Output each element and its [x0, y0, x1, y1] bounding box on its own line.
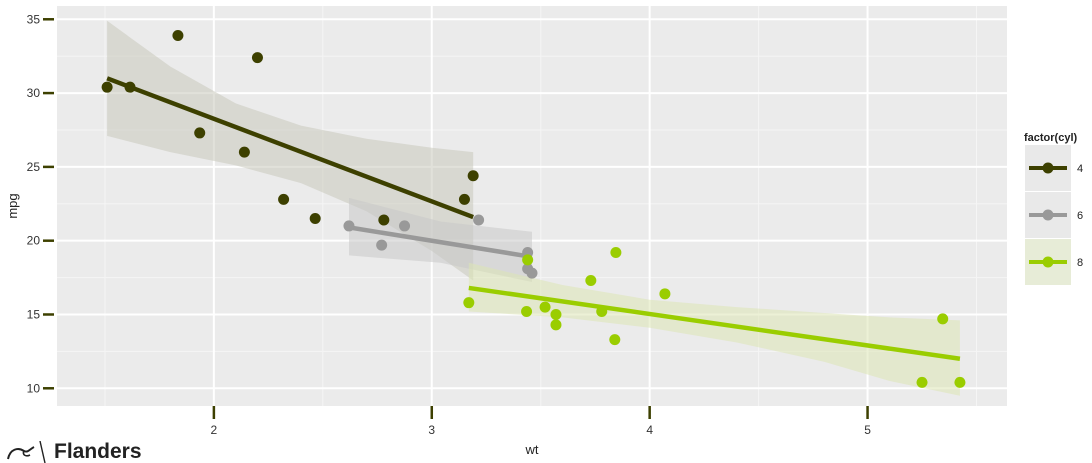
data-point-cyl-8 — [585, 275, 597, 287]
legend-key-point-6 — [1042, 209, 1054, 221]
x-tick-label: 4 — [646, 423, 653, 437]
y-tick-label: 10 — [27, 381, 41, 395]
data-point-cyl-8 — [596, 306, 608, 318]
fit-line-cyl-6 — [348, 225, 533, 260]
legend-label-8: 8 — [1077, 257, 1083, 269]
data-point-cyl-4 — [238, 146, 250, 158]
data-point-cyl-4 — [278, 193, 290, 205]
data-point-cyl-4 — [124, 81, 136, 93]
legend-key-point-4 — [1042, 162, 1054, 174]
data-point-cyl-8 — [539, 301, 551, 313]
data-point-cyl-8 — [550, 308, 562, 320]
data-point-cyl-4 — [172, 30, 184, 42]
data-point-cyl-8 — [463, 297, 475, 309]
x-tick-label: 2 — [211, 423, 218, 437]
data-point-cyl-8 — [659, 288, 671, 300]
data-point-cyl-8 — [937, 313, 949, 325]
y-tick-label: 15 — [27, 307, 41, 321]
data-point-cyl-6 — [343, 220, 355, 232]
data-point-cyl-4 — [309, 213, 321, 225]
confidence-band-cyl-8 — [468, 262, 960, 396]
data-point-cyl-4 — [378, 214, 390, 226]
data-point-cyl-4 — [194, 127, 206, 139]
fit-line-cyl-4 — [106, 76, 474, 220]
y-axis-title: mpg — [5, 193, 20, 218]
x-axis-title: wt — [525, 442, 539, 457]
legend-label-4: 4 — [1077, 163, 1083, 175]
data-point-cyl-6 — [376, 239, 388, 251]
legend-keys: 4 6 8 — [1025, 145, 1083, 285]
data-points — [101, 30, 966, 388]
flanders-lion-icon — [7, 441, 46, 463]
x-tick-label: 3 — [428, 423, 435, 437]
data-point-cyl-6 — [399, 220, 411, 232]
y-tick-label: 20 — [27, 234, 41, 248]
data-point-cyl-4 — [101, 81, 113, 93]
data-point-cyl-8 — [609, 334, 621, 346]
data-point-cyl-4 — [458, 193, 470, 205]
data-point-cyl-4 — [467, 170, 479, 182]
fit-lines — [106, 76, 961, 361]
data-point-cyl-6 — [526, 267, 538, 279]
legend-key-point-8 — [1042, 256, 1054, 268]
data-point-cyl-8 — [916, 376, 928, 388]
brand-text: Flanders — [54, 440, 142, 463]
fit-line-cyl-8 — [468, 285, 961, 361]
data-point-cyl-8 — [521, 306, 533, 318]
data-point-cyl-8 — [610, 246, 622, 258]
data-point-cyl-6 — [473, 214, 485, 226]
legend-title: factor(cyl) — [1024, 132, 1078, 144]
data-point-cyl-8 — [954, 376, 966, 388]
data-point-cyl-8 — [522, 254, 534, 266]
legend: factor(cyl) 4 6 8 — [1024, 132, 1083, 285]
y-tick-label: 25 — [27, 160, 41, 174]
legend-label-6: 6 — [1077, 210, 1083, 222]
y-tick-label: 30 — [27, 86, 41, 100]
x-tick-label: 5 — [864, 423, 871, 437]
brand-logo: Flanders — [4, 441, 142, 463]
axes: 2 3 4 5 10 15 20 25 30 35 — [27, 12, 872, 437]
y-tick-label: 35 — [27, 12, 41, 26]
data-point-cyl-4 — [251, 52, 263, 64]
data-point-cyl-8 — [550, 319, 562, 331]
